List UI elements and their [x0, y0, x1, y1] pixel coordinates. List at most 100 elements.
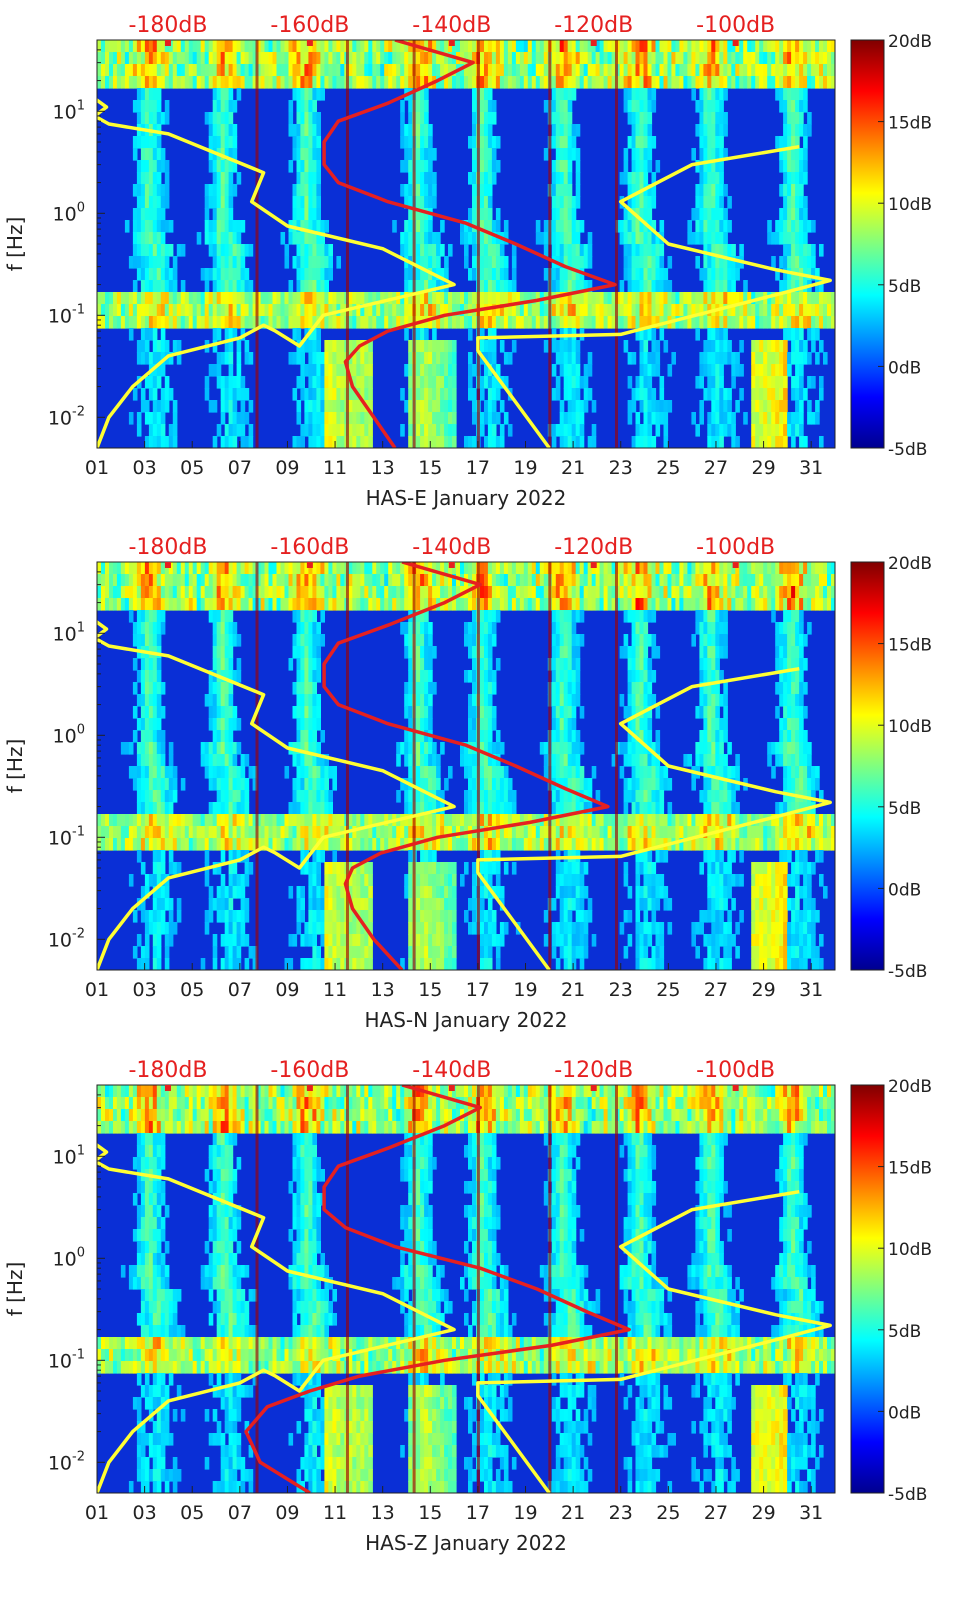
spectrogram-cell [787, 634, 792, 647]
spectrogram-cell [300, 658, 305, 671]
spectrogram-cell [687, 40, 692, 53]
spectrogram-cell [184, 64, 190, 77]
spectrogram-cell [324, 292, 329, 305]
spectrogram-cell [164, 280, 170, 293]
spectrogram-cell [807, 622, 812, 635]
spectrogram-cell [643, 136, 649, 149]
spectrogram-cell [587, 232, 593, 245]
spectrogram-cell [420, 172, 425, 185]
spectrogram-cell [779, 682, 784, 695]
spectrogram-cell [511, 244, 517, 257]
spectrogram-image [97, 40, 835, 448]
spectrogram-cell [308, 730, 313, 743]
spectrogram-cell [699, 268, 704, 281]
spectrogram-cell [428, 682, 433, 695]
spectrogram-cell [563, 364, 569, 377]
spectrogram-cell [396, 742, 401, 755]
spectrogram-cell [715, 220, 720, 233]
spectrogram-cell [148, 292, 154, 305]
spectrogram-cell [651, 436, 657, 448]
spectrogram-cell [623, 610, 629, 623]
spectrogram-cell [751, 316, 756, 329]
spectrogram-cell [735, 292, 740, 305]
spectrogram-cell [775, 88, 780, 101]
spectrogram-cell [803, 124, 808, 137]
spectrogram-cell [468, 376, 473, 389]
spectrogram-cell [831, 586, 835, 599]
spectrogram-cell [156, 742, 162, 755]
spectrogram-cell [783, 52, 788, 65]
spectrogram-cell [328, 376, 333, 389]
spectrogram-cell [527, 586, 533, 599]
spectrogram-cell [731, 574, 736, 587]
spectrogram-cell [460, 742, 465, 755]
spectrogram-cell [635, 634, 641, 647]
spectrogram-cell [779, 694, 784, 707]
spectrogram-cell [487, 280, 493, 293]
spectrogram-cell [783, 694, 788, 707]
spectrogram-cell [779, 256, 784, 269]
spectrogram-cell [703, 136, 708, 149]
spectrogram-cell [699, 220, 704, 233]
spectrogram-cell [815, 400, 820, 413]
spectrogram-cell [380, 64, 385, 77]
spectrogram-cell [715, 706, 720, 719]
spectrogram-cell [631, 52, 637, 65]
spectrogram-cell [452, 388, 457, 401]
spectrogram-cell [160, 682, 166, 695]
spectrogram-cell [468, 76, 473, 89]
spectrogram-cell [144, 718, 150, 731]
spectrogram-cell [631, 646, 637, 659]
spectrogram-cell [491, 268, 497, 281]
spectrogram-cell [424, 88, 429, 101]
spectrogram-cell [623, 52, 629, 65]
spectrogram-cell [300, 220, 305, 233]
y-tick-label: 10-1 [48, 302, 85, 327]
spectrogram-cell [336, 340, 341, 353]
spectrogram-cell [440, 586, 445, 599]
spectrogram-cell [487, 184, 493, 197]
spectrogram-cell [551, 340, 557, 353]
spectrogram-cell [579, 742, 585, 755]
spectrogram-cell [456, 40, 461, 53]
spectrogram-cell [200, 562, 206, 575]
spectrogram-cell [791, 112, 796, 125]
spectrogram-cell [300, 148, 305, 161]
spectrogram-cell [491, 670, 497, 683]
spectrogram-cell [436, 304, 441, 317]
spectrogram-cell [336, 352, 341, 365]
spectrogram-cell [703, 220, 708, 233]
spectrogram-cell [783, 64, 788, 77]
spectrogram-cell [156, 124, 162, 137]
spectrogram-cell [236, 52, 242, 65]
spectrogram-cell [535, 304, 541, 317]
spectrogram-cell [711, 670, 716, 683]
spectrogram-cell [707, 88, 712, 101]
spectrogram-cell [675, 574, 680, 587]
spectrogram-cell [559, 682, 565, 695]
spectrogram-cell [695, 328, 700, 341]
spectrogram-cell [444, 256, 449, 269]
spectrogram-cell [559, 136, 565, 149]
spectrogram-cell [272, 598, 278, 611]
spectrogram-cell [779, 400, 784, 413]
spectrogram-cell [228, 610, 234, 623]
spectrogram-cell [296, 268, 302, 281]
spectrogram-cell [116, 598, 122, 611]
spectrogram-cell [312, 292, 317, 305]
spectrogram-cell [216, 136, 222, 149]
spectrogram-cell [775, 352, 780, 365]
spectrogram-cell [308, 160, 313, 173]
spectrogram-cell [280, 40, 286, 53]
spectrogram-cell [815, 280, 820, 293]
spectrogram-cell [719, 268, 724, 281]
spectrogram-cell [340, 436, 345, 448]
spectrogram-cell [460, 232, 465, 245]
spectrogram-cell [148, 100, 154, 113]
spectrogram-cell [236, 268, 242, 281]
spectrogram-cell [268, 316, 274, 329]
spectrogram-cell [484, 40, 489, 53]
spectrogram-cell [204, 586, 210, 599]
spectrogram-cell [607, 64, 613, 77]
top-axis-label: -120dB [554, 13, 633, 38]
